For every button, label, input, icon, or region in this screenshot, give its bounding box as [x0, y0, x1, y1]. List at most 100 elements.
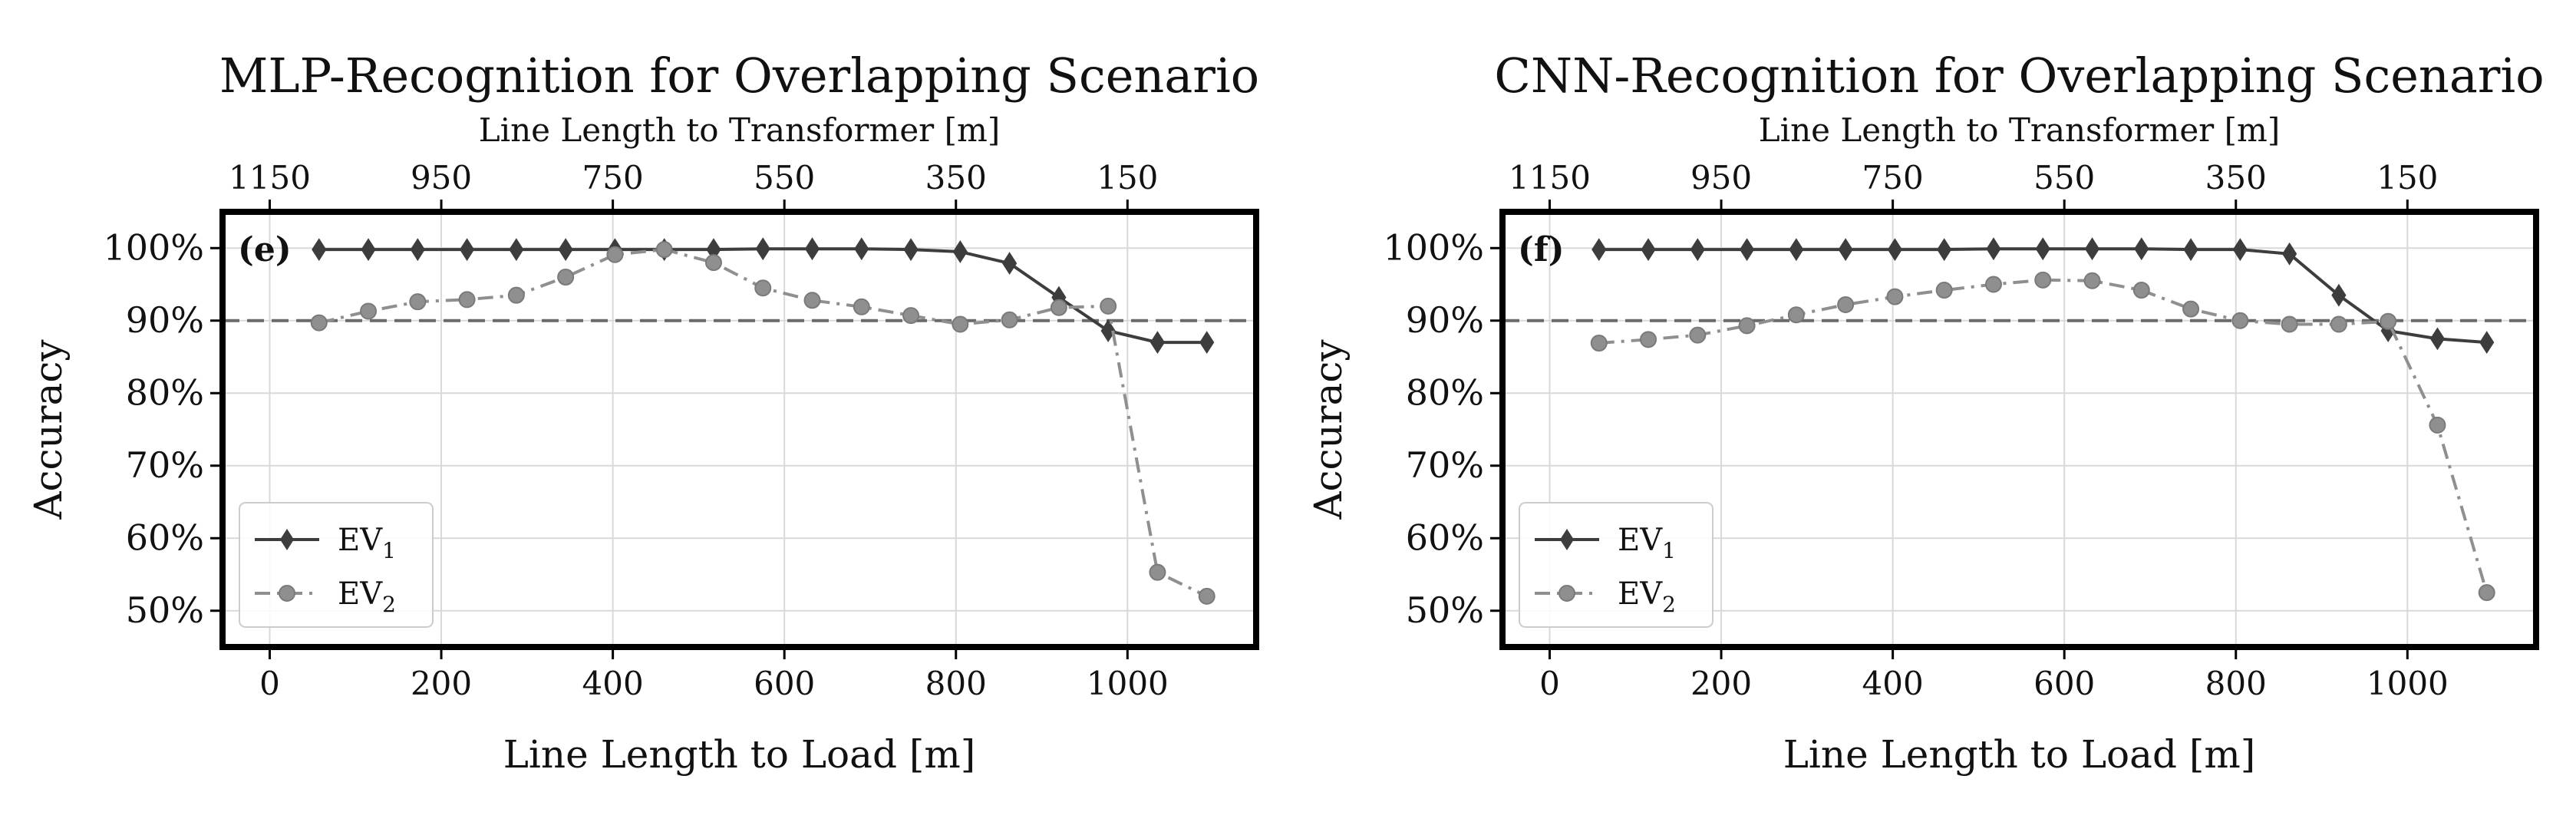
data-point-ev2	[754, 279, 772, 297]
data-point-ev1	[2232, 238, 2248, 262]
chart-title: MLP-Recognition for Overlapping Scenario	[219, 48, 1259, 104]
x-tick-label: 400	[582, 665, 644, 702]
data-point-ev2	[2380, 312, 2397, 330]
data-point-ev1	[459, 238, 475, 262]
data-point-ev2	[2231, 312, 2249, 329]
y-tick-label: 100%	[1383, 226, 1484, 268]
data-point-ev2	[902, 307, 920, 325]
y-tick-label: 60%	[1406, 517, 1484, 558]
legend-label-main: EV	[338, 576, 383, 612]
legend-label-main: EV	[1618, 576, 1663, 612]
legend-marker-diamond	[280, 529, 294, 550]
data-point-ev2	[1886, 288, 1904, 305]
panel-label: (e)	[238, 230, 292, 269]
series-ev1	[312, 237, 1215, 355]
data-point-ev2	[458, 291, 476, 309]
data-point-ev1	[903, 238, 919, 262]
data-point-ev2	[310, 314, 328, 332]
data-point-ev2	[1149, 563, 1166, 581]
top-x-tick-label: 350	[925, 159, 987, 196]
y-axis-label: Accuracy	[1306, 339, 1351, 520]
data-point-ev1	[2035, 237, 2050, 261]
legend-label-subscript: 1	[382, 538, 396, 563]
data-point-ev2	[952, 315, 969, 333]
data-point-ev2	[606, 246, 624, 263]
data-point-ev2	[2478, 584, 2495, 602]
data-point-ev2	[2132, 282, 2150, 299]
plot-frame	[1499, 209, 2539, 650]
y-tick-label: 50%	[1406, 589, 1484, 631]
x-tick-label: 400	[1862, 665, 1924, 702]
data-point-ev1	[2134, 237, 2149, 261]
data-point-ev2	[557, 269, 575, 286]
x-tick-label: 200	[1690, 665, 1752, 702]
data-point-ev2	[1050, 299, 1067, 316]
data-point-ev2	[1787, 306, 1805, 324]
y-tick-label: 90%	[1406, 299, 1484, 341]
data-point-ev2	[2330, 315, 2347, 333]
data-point-ev2	[1198, 587, 1215, 605]
chart-panel-2: 0 200 400 600 800 1000 1150 950 750 550 350 150 50% 6…	[1306, 48, 2545, 777]
data-point-ev1	[854, 237, 869, 261]
x-axis-label: Line Length to Load [m]	[503, 732, 976, 777]
legend-label: EV2	[1618, 576, 1676, 617]
legend-box	[1519, 502, 1713, 628]
data-point-ev1	[1739, 238, 1755, 262]
legend-item-ev2: EV2	[255, 576, 396, 617]
data-point-ev2	[2281, 315, 2298, 333]
x-tick-label: 600	[754, 665, 815, 702]
data-point-ev1	[1002, 252, 1018, 276]
data-point-ev2	[1640, 331, 1657, 348]
top-x-tick-label: 750	[582, 159, 644, 196]
data-point-ev1	[1199, 331, 1215, 355]
data-point-ev1	[1887, 238, 1903, 262]
data-point-ev1	[804, 237, 820, 261]
y-tick-label: 100%	[103, 226, 204, 268]
data-point-ev2	[1689, 326, 1707, 344]
legend-label-subscript: 1	[1662, 538, 1676, 563]
top-x-axis-label: Line Length to Transformer [m]	[1759, 111, 2280, 149]
data-point-ev2	[1590, 335, 1608, 352]
data-point-ev1	[1149, 331, 1166, 355]
data-point-ev2	[1100, 297, 1117, 315]
top-x-tick-label: 150	[1097, 159, 1158, 196]
legend-marker-circle	[1558, 585, 1575, 602]
series-line-ev2	[1598, 278, 2489, 593]
data-point-ev1	[312, 238, 327, 262]
data-point-ev2	[1001, 311, 1018, 328]
legend-box	[239, 502, 434, 628]
x-tick-label: 0	[1539, 665, 1560, 702]
data-point-ev1	[509, 238, 524, 262]
top-x-tick-label: 150	[2376, 159, 2438, 196]
data-point-ev2	[2182, 300, 2200, 318]
legend-marker-circle	[279, 585, 295, 602]
y-tick-label: 70%	[1406, 444, 1484, 486]
series-ev2	[310, 241, 1215, 605]
series-ev2	[1590, 271, 2495, 602]
data-point-ev1	[558, 238, 573, 262]
data-point-ev2	[1984, 276, 2002, 293]
legend-label-main: EV	[1618, 523, 1663, 558]
legend-label-subscript: 2	[382, 592, 396, 617]
chart-title: CNN-Recognition for Overlapping Scenario	[1494, 48, 2544, 104]
data-point-ev1	[1838, 238, 1853, 262]
legend-item-ev1: EV1	[1535, 523, 1676, 563]
data-point-ev2	[2083, 272, 2101, 289]
data-point-ev1	[1690, 238, 1705, 262]
data-point-ev2	[2429, 416, 2446, 434]
legend: EV 1 EV2	[239, 502, 434, 628]
x-tick-label: 1000	[1087, 665, 1169, 702]
y-tick-label: 60%	[126, 517, 204, 558]
data-point-ev2	[2034, 271, 2052, 289]
top-x-axis-label: Line Length to Transformer [m]	[479, 111, 1000, 149]
data-point-ev2	[1837, 295, 1855, 313]
data-point-ev1	[2084, 237, 2100, 261]
data-point-ev1	[2331, 283, 2347, 307]
top-x-tick-label: 750	[1862, 159, 1924, 196]
data-point-ev1	[1591, 238, 1607, 262]
y-axis-label: Accuracy	[26, 339, 71, 520]
data-point-ev1	[361, 238, 376, 262]
data-point-ev2	[1935, 282, 1953, 299]
